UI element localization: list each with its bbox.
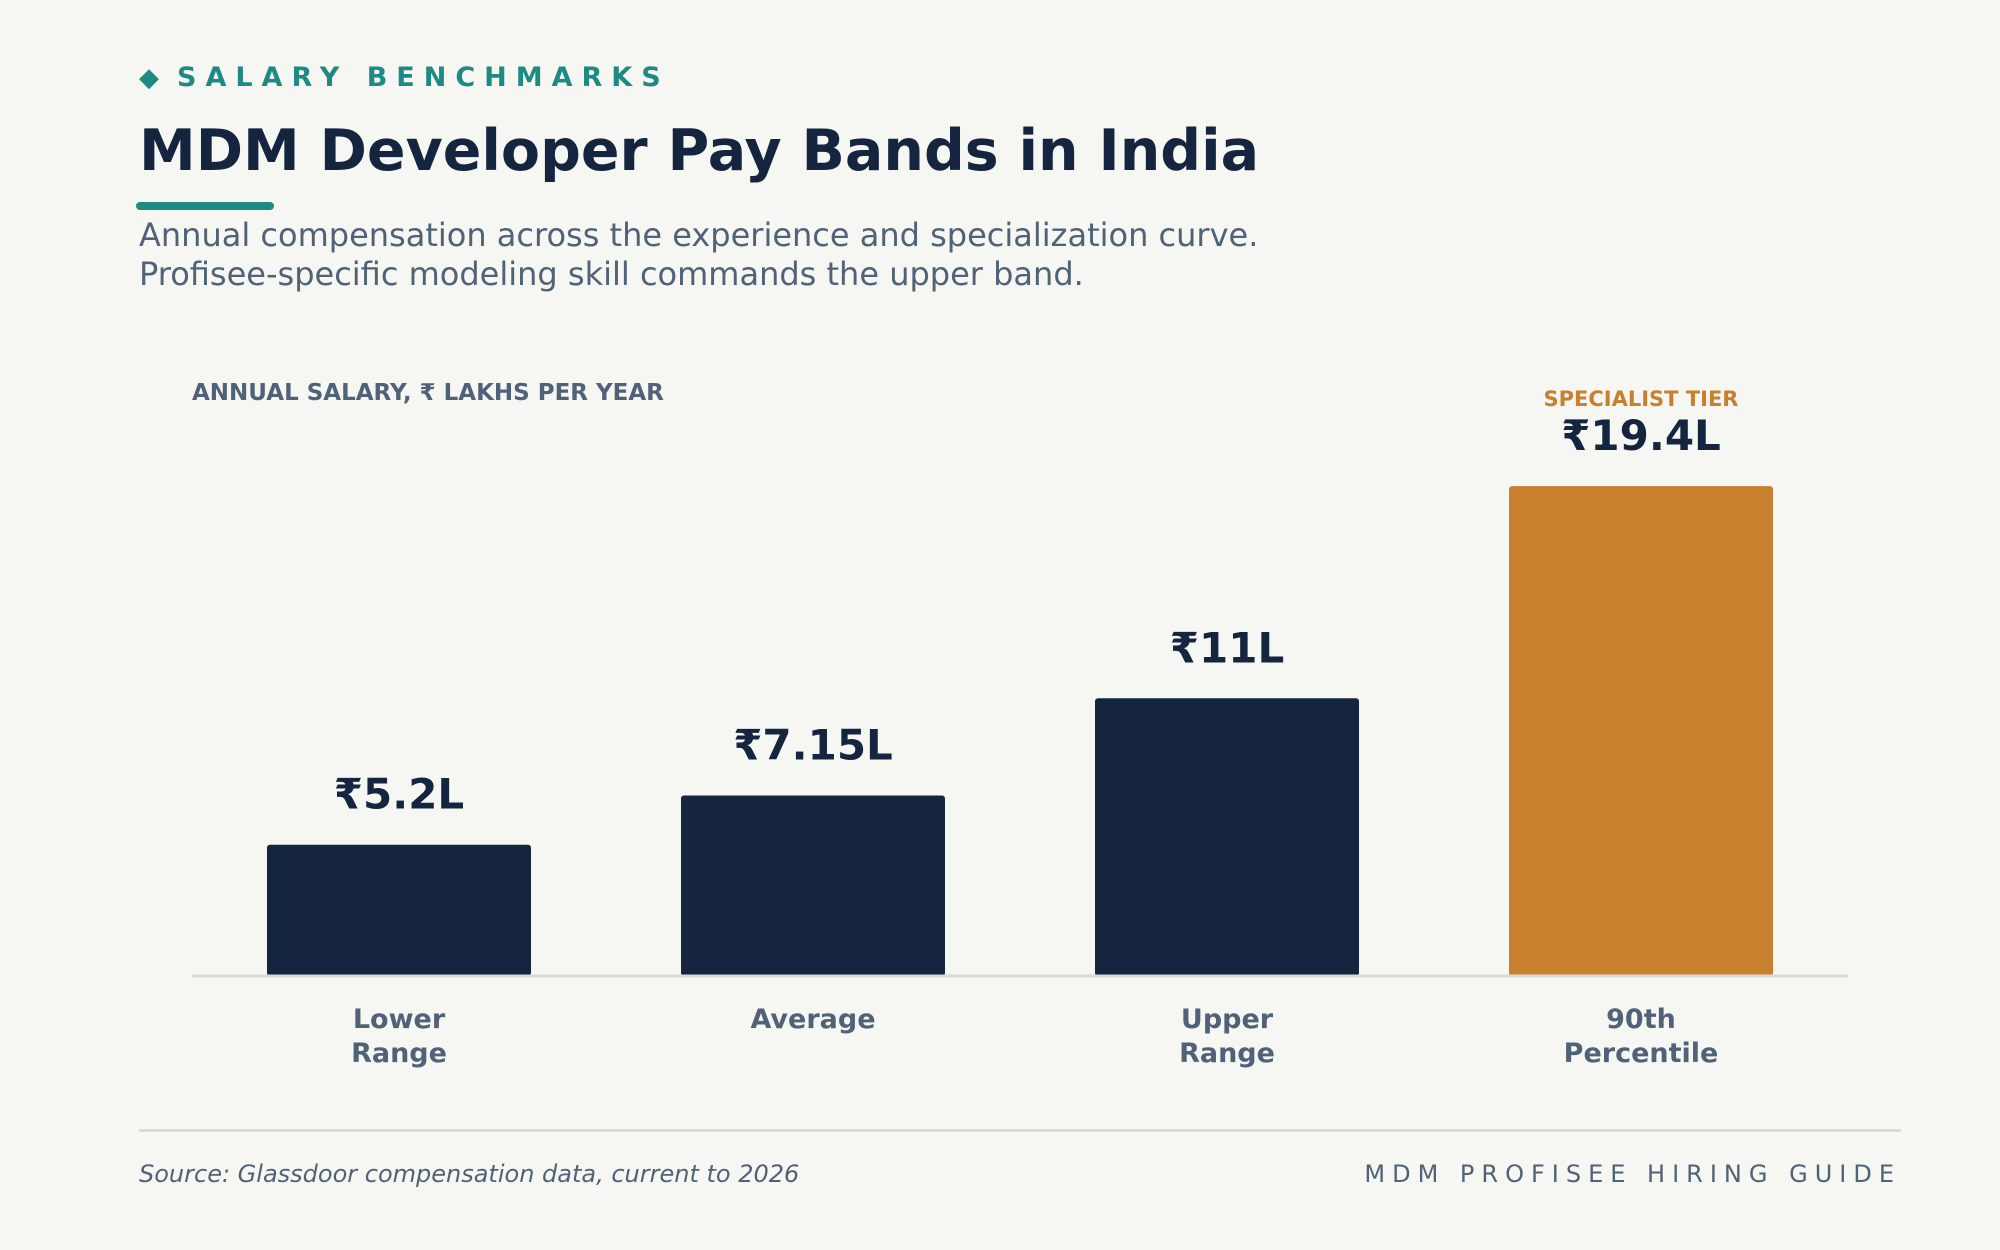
eyebrow-text: SALARY BENCHMARKS [177, 62, 670, 93]
tick-label-0-1: Range [351, 1038, 447, 1069]
data-label-2: ₹11L [1170, 623, 1284, 672]
data-label-0: ₹5.2L [334, 770, 464, 819]
y-axis-label: ANNUAL SALARY, ₹ LAKHS PER YEAR [192, 380, 664, 406]
tick-label-2-1: Range [1179, 1038, 1275, 1069]
subtitle-line-2: Profisee-specific modeling skill command… [139, 255, 1084, 293]
subtitle-line-1: Annual compensation across the experienc… [139, 216, 1259, 254]
bar-3 [1509, 486, 1773, 976]
diamond-icon: ◆ [139, 63, 159, 93]
tick-label-0-0: Lower [353, 1004, 446, 1035]
data-label-1: ₹7.15L [733, 720, 893, 769]
tick-label-2-0: Upper [1181, 1004, 1274, 1035]
highlight-tag: SPECIALIST TIER [1544, 387, 1739, 411]
eyebrow: ◆ SALARY BENCHMARKS [139, 62, 670, 93]
source-note: Source: Glassdoor compensation data, cur… [139, 1160, 800, 1188]
tick-label-3-1: Percentile [1564, 1038, 1719, 1069]
subtitle: Annual compensation across the experienc… [139, 216, 1258, 294]
data-label-3: ₹19.4L [1561, 411, 1721, 460]
brand-mark: MDM PROFISEE HIRING GUIDE [1364, 1160, 1901, 1188]
footer-divider [139, 1129, 1901, 1132]
page-title: MDM Developer Pay Bands in India [139, 118, 1260, 184]
bar-2 [1095, 698, 1359, 976]
tick-label-3-0: 90th [1606, 1004, 1676, 1035]
bar-1 [681, 795, 945, 976]
bar-0 [267, 844, 531, 976]
tick-label-1-0: Average [750, 1004, 875, 1035]
title-underline [136, 202, 274, 210]
